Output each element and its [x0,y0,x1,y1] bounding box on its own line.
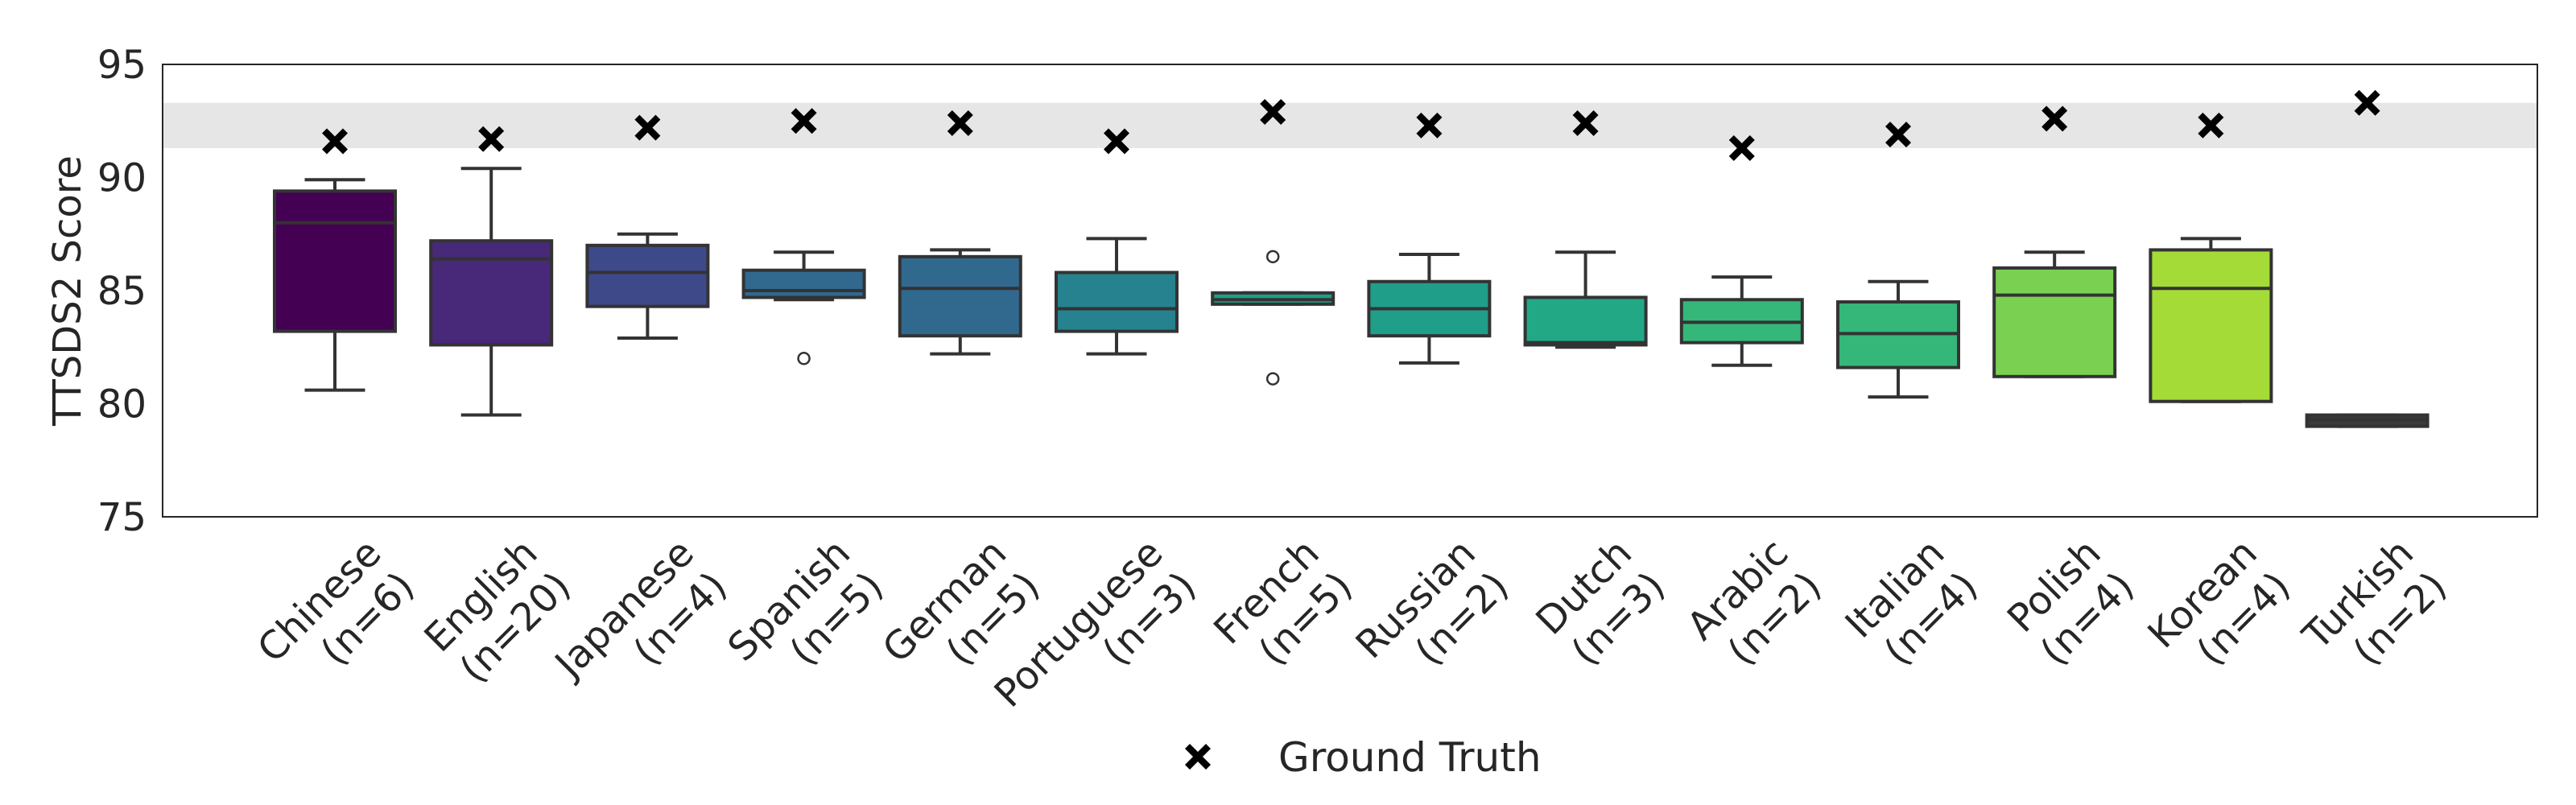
y-tick-label: 95 [97,43,147,88]
box-italian [1836,279,1960,399]
box-japanese [585,232,710,341]
outlier-point [1265,250,1280,264]
ground-truth-marker [1416,112,1443,138]
box-iqr [1992,266,2117,378]
box-iqr [898,254,1022,338]
y-tick-labels: 75 80 85 90 95 [97,43,147,540]
y-tick-label: 90 [97,156,147,201]
box-portuguese [1055,237,1179,356]
box-spanish [741,250,866,365]
y-tick-label: 85 [97,269,147,314]
y-tick-label: 75 [97,495,147,540]
ground-truth-marker [322,128,348,155]
ground-truth-marker [478,126,505,152]
box-iqr [273,189,397,333]
box-iqr [1523,295,1648,347]
ground-truth-range-band [163,102,2537,148]
ground-truth-marker [2354,89,2380,116]
box-iqr [1055,270,1179,333]
box-turkish [2305,413,2429,428]
ground-truth-marker [1572,110,1599,137]
ground-truth-marker [791,108,817,134]
box-polish [1992,250,2117,378]
box-iqr [2149,248,2273,403]
ground-truth-marker [2198,112,2224,138]
ground-truth-layer [322,89,2380,161]
box-french [1211,250,1335,386]
ground-truth-marker [1104,128,1129,155]
outlier-point [797,352,811,365]
box-korean [2149,237,2273,403]
box-russian [1367,253,1492,365]
box-arabic [1679,275,1804,367]
box-english [429,167,554,417]
legend-x-marker-icon [1185,744,1211,770]
box-iqr [741,268,866,299]
ground-truth-marker [2041,105,2068,132]
ground-truth-marker [1885,122,1911,148]
box-dutch [1523,250,1648,349]
ground-truth-marker [1728,134,1755,161]
ground-truth-marker [1260,99,1286,126]
legend: Ground Truth [1185,734,1542,781]
ground-truth-band-layer [163,102,2537,148]
outlier-point [1265,372,1280,386]
box-german [898,248,1022,356]
box-chinese [273,178,397,392]
box-iqr [429,239,554,347]
box-layer [273,167,2429,428]
box-iqr [585,243,710,308]
ground-truth-marker [947,110,973,137]
y-axis-title: TTSDS2 Score [45,155,90,427]
y-tick-label: 80 [97,382,147,427]
legend-label: Ground Truth [1278,734,1542,781]
ground-truth-marker [634,114,661,141]
plot-frame [162,64,2538,518]
